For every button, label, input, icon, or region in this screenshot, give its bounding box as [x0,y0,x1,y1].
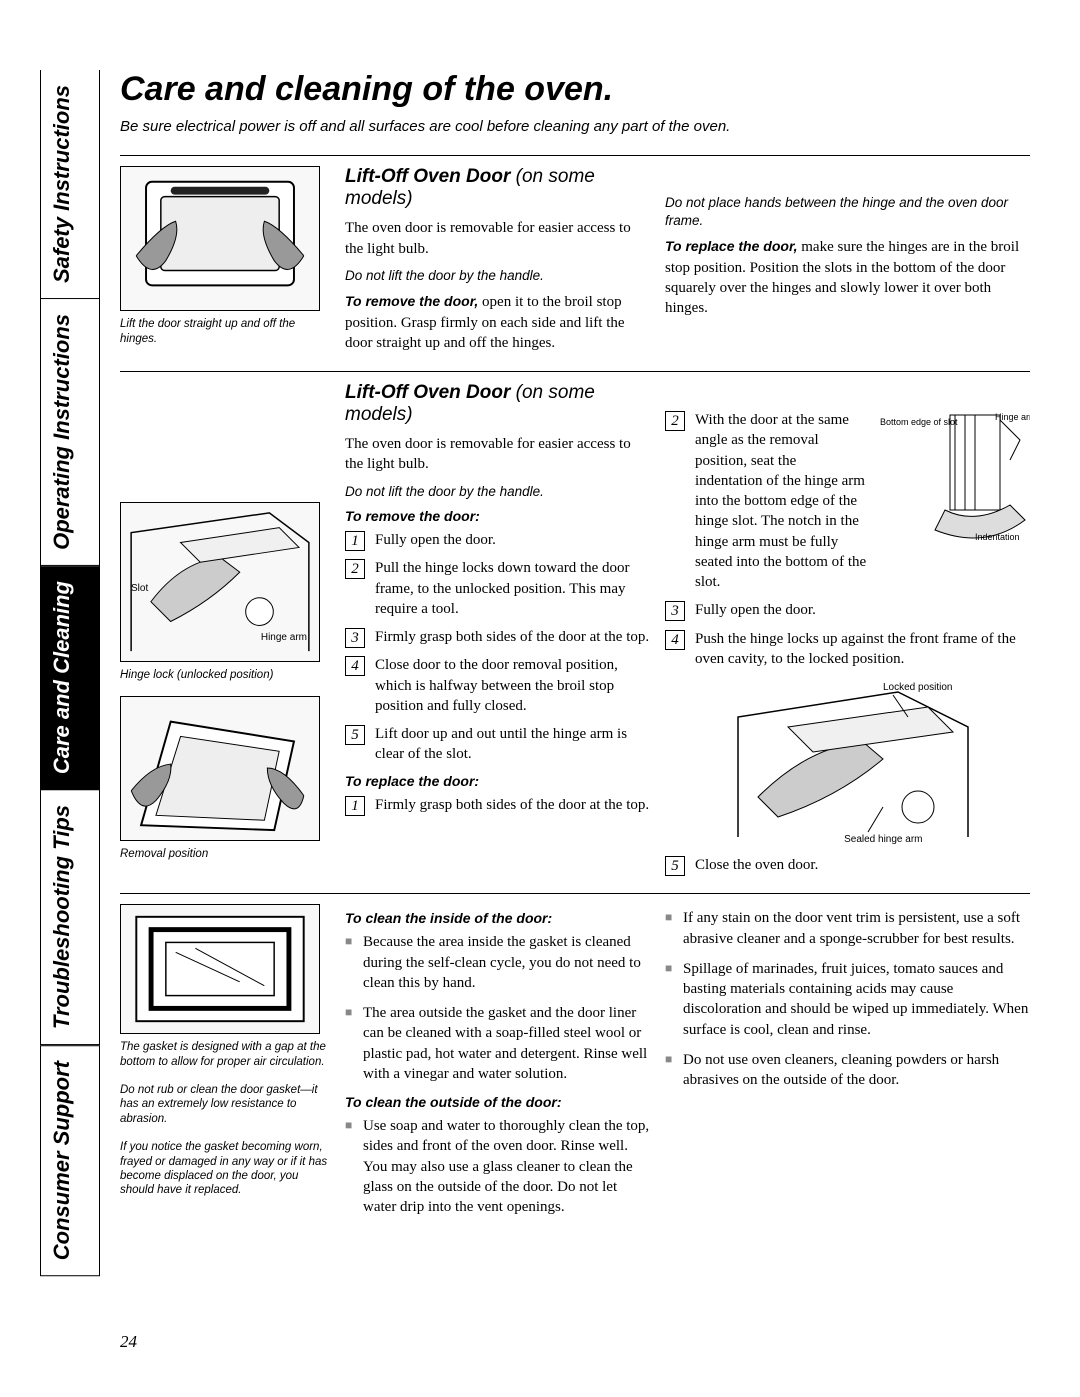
diagram-hinge-slot: Bottom edge of slot Hinge arm Indentatio… [875,410,1030,550]
caption-removal: Removal position [120,847,330,861]
intro-warning: Be sure electrical power is off and all … [120,117,1030,137]
caption-gasket-1: The gasket is designed with a gap at the… [120,1040,330,1069]
illustration-hinge-lock: Slot Hinge arm [120,502,320,662]
outside-2: If any stain on the door vent trim is pe… [665,908,1030,949]
replace-steps-right: Bottom edge of slot Hinge arm Indentatio… [665,410,1030,669]
sec1-replace: To replace the door, make sure the hinge… [665,237,1030,318]
tab-consumer-support[interactable]: Consumer Support [40,1045,100,1276]
replace-door-head: To replace the door: [345,773,650,789]
remove-step-5: Lift door up and out until the hinge arm… [345,724,650,765]
caption-gasket-3: If you notice the gasket becoming worn, … [120,1140,330,1198]
inside-list: Because the area inside the gasket is cl… [345,932,650,1084]
inside-1: Because the area inside the gasket is cl… [345,932,650,993]
replace-steps-left: Firmly grasp both sides of the door at t… [345,795,650,815]
sec2-p1: The oven door is removable for easier ac… [345,434,650,475]
caption-hinge-lock: Hinge lock (unlocked position) [120,668,330,682]
outside-3: Spillage of marinades, fruit juices, tom… [665,959,1030,1040]
replace-steps-right-2: Close the oven door. [665,855,1030,875]
outside-list-left: Use soap and water to thoroughly clean t… [345,1116,650,1217]
illustration-door-gasket [120,904,320,1034]
sec1-remove: To remove the door, open it to the broil… [345,292,650,353]
remove-step-4: Close door to the door removal position,… [345,655,650,716]
outside-4: Do not use oven cleaners, cleaning powde… [665,1050,1030,1091]
sec1-p1: The oven door is removable for easier ac… [345,218,650,259]
sec2-note: Do not lift the door by the handle. [345,483,650,501]
page-number: 24 [120,1332,137,1352]
illustration-lift-door [120,166,320,311]
replace-step-4: Push the hinge locks up against the fron… [665,629,1030,670]
outside-1: Use soap and water to thoroughly clean t… [345,1116,650,1217]
caption-gasket-2: Do not rub or clean the door gasket—it h… [120,1083,330,1126]
tab-operating[interactable]: Operating Instructions [40,299,100,566]
replace-step-2: Bottom edge of slot Hinge arm Indentatio… [665,410,1030,592]
section-lift-off-1: Lift the door straight up and off the hi… [120,155,1030,361]
remove-step-3: Firmly grasp both sides of the door at t… [345,627,650,647]
page-title: Care and cleaning of the oven. [120,70,1030,109]
tab-troubleshooting[interactable]: Troubleshooting Tips [40,790,100,1045]
sec1-warn: Do not place hands between the hinge and… [665,194,1030,229]
replace-step-1: Firmly grasp both sides of the door at t… [345,795,650,815]
section-clean-door: The gasket is designed with a gap at the… [120,893,1030,1227]
diagram-locked-position: Locked position Sealed hinge arm [718,677,978,847]
remove-step-1: Fully open the door. [345,530,650,550]
remove-door-head: To remove the door: [345,508,650,524]
tab-safety[interactable]: Safety Instructions [40,70,100,299]
outside-head: To clean the outside of the door: [345,1094,650,1110]
replace-step-3: Fully open the door. [665,600,1030,620]
section-lift-off-2: Slot Hinge arm Hinge lock (unlocked posi… [120,371,1030,883]
page-content: Care and cleaning of the oven. Be sure e… [120,70,1030,1276]
navigation-tabs: Safety Instructions Operating Instructio… [40,70,100,1276]
svg-text:Bottom edge of slot: Bottom edge of slot [880,417,958,427]
replace-step-5: Close the oven door. [665,855,1030,875]
outside-list-right: If any stain on the door vent trim is pe… [665,908,1030,1090]
section-heading-1: Lift-Off Oven Door (on some models) [345,166,650,210]
illustration-removal-position [120,696,320,841]
sec1-note: Do not lift the door by the handle. [345,267,650,285]
remove-step-2: Pull the hinge locks down toward the doo… [345,558,650,619]
svg-text:Indentation: Indentation [975,532,1020,542]
inside-head: To clean the inside of the door: [345,910,650,926]
section-heading-2: Lift-Off Oven Door (on some models) [345,382,650,426]
svg-text:Hinge arm: Hinge arm [995,412,1030,422]
remove-steps: Fully open the door. Pull the hinge lock… [345,530,650,765]
caption-lift-door: Lift the door straight up and off the hi… [120,317,330,346]
inside-2: The area outside the gasket and the door… [345,1003,650,1084]
tab-care-cleaning[interactable]: Care and Cleaning [40,566,100,790]
